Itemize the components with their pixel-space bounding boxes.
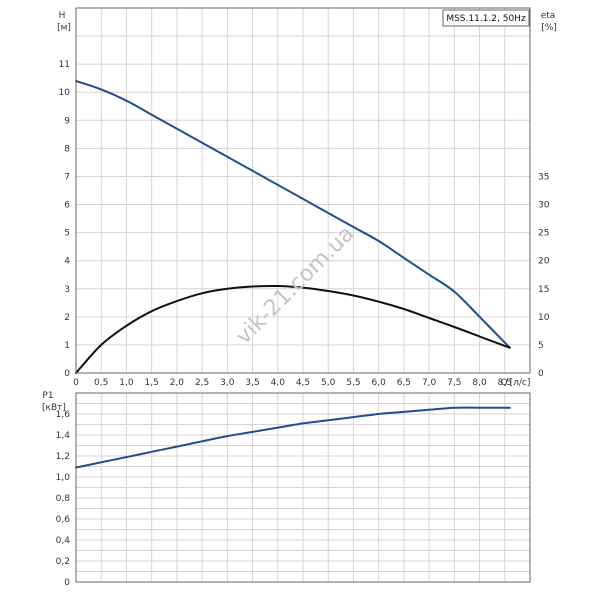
y-left-tick-label: 0 [64, 369, 70, 379]
power-curve [75, 406, 511, 469]
x-tick-label: 2,5 [195, 378, 209, 388]
power-grid [75, 393, 530, 583]
model-badge: MSS.11.1.2, 50Hz [442, 9, 530, 27]
y-left-tick-label: 3 [64, 285, 70, 295]
x-tick-label: 8,5 [498, 378, 512, 388]
y-right-tick-label: 15 [538, 285, 549, 295]
x-tick-label: 1,0 [119, 378, 134, 388]
y-left-axis-unit: [м] [57, 23, 71, 33]
y-left-tick-label: 6 [64, 201, 70, 211]
power-tick-label: 1,6 [56, 410, 71, 420]
power-tick-label: 0,8 [56, 494, 71, 504]
x-tick-label: 0 [73, 378, 79, 388]
x-tick-label: 2,0 [170, 378, 185, 388]
power-plot: 0 0,2 0,4 0,6 0,8 1,0 1,2 1,4 1,6 [56, 392, 531, 588]
power-ticks: 0 0,2 0,4 0,6 0,8 1,0 1,2 1,4 1,6 [56, 410, 71, 588]
power-tick-label: 0,4 [56, 536, 71, 546]
power-tick-label: 1,0 [56, 473, 71, 483]
y-left-tick-label: 7 [64, 172, 70, 182]
y-right-axis-title: eta [541, 11, 556, 21]
x-tick-label: 0,5 [94, 378, 108, 388]
x-tick-label: 3,5 [245, 378, 259, 388]
y-left-tick-label: 1 [64, 341, 70, 351]
x-tick-label: 3,0 [220, 378, 235, 388]
power-tick-label: 1,4 [56, 431, 71, 441]
head-curve [75, 80, 511, 349]
y-right-tick-label: 0 [538, 369, 544, 379]
head-efficiency-curves [75, 80, 511, 374]
power-tick-label: 0,6 [56, 515, 71, 525]
head-efficiency-frame [75, 7, 531, 374]
power-tick-label: 0 [64, 578, 70, 588]
y-left-tick-label: 10 [59, 88, 71, 98]
x-tick-label: 1,5 [145, 378, 159, 388]
x-tick-label: 5,5 [346, 378, 360, 388]
x-tick-label: 7,0 [422, 378, 437, 388]
x-tick-label: 6,5 [397, 378, 411, 388]
x-tick-label: 4,5 [296, 378, 310, 388]
y-left-tick-label: 5 [64, 229, 70, 239]
y-left-tick-label: 11 [59, 60, 70, 70]
y-right-axis-unit: [%] [541, 23, 557, 33]
y-left-tick-label: 9 [64, 116, 70, 126]
power-axis-title: P1 [42, 391, 53, 401]
y-left-axis-title: H [59, 11, 66, 21]
power-curves [75, 406, 511, 469]
model-badge-box [442, 9, 530, 27]
power-axis-unit: [кВт] [42, 403, 66, 413]
head-efficiency-grid [75, 7, 530, 374]
head-efficiency-plot: 0 0,5 1,0 1,5 2,0 2,5 3,0 3,5 4,0 4,5 5,0 5,5 6,0 6,5… [59, 7, 550, 388]
x-tick-label: 7,5 [447, 378, 461, 388]
power-tick-label: 0,2 [56, 557, 70, 567]
y-left-tick-label: 4 [64, 257, 70, 267]
y-left-tick-label: 2 [64, 313, 70, 323]
y-right-tick-label: 5 [538, 341, 544, 351]
y-right-tick-label: 35 [538, 172, 549, 182]
x-tick-label: 8,0 [472, 378, 487, 388]
x-tick-label: 5,0 [321, 378, 336, 388]
power-frame [75, 392, 531, 583]
x-tick-label: 6,0 [372, 378, 387, 388]
y-right-tick-label: 10 [538, 313, 550, 323]
head-efficiency-ticks: 0 0,5 1,0 1,5 2,0 2,5 3,0 3,5 4,0 4,5 5,0 5,5 6,0 6,5… [59, 60, 550, 388]
y-left-tick-label: 8 [64, 144, 70, 154]
x-tick-label: 4,0 [271, 378, 286, 388]
x-axis-title: Q [500, 378, 507, 388]
x-axis-unit: [л/с] [510, 378, 531, 388]
y-right-tick-label: 30 [538, 201, 550, 211]
power-tick-label: 1,2 [56, 452, 70, 462]
efficiency-curve [75, 284, 511, 374]
watermark: vik-21.com.ua [231, 221, 359, 349]
y-right-tick-label: 20 [538, 257, 550, 267]
model-badge-text: MSS.11.1.2, 50Hz [446, 14, 526, 24]
y-right-tick-label: 25 [538, 229, 549, 239]
